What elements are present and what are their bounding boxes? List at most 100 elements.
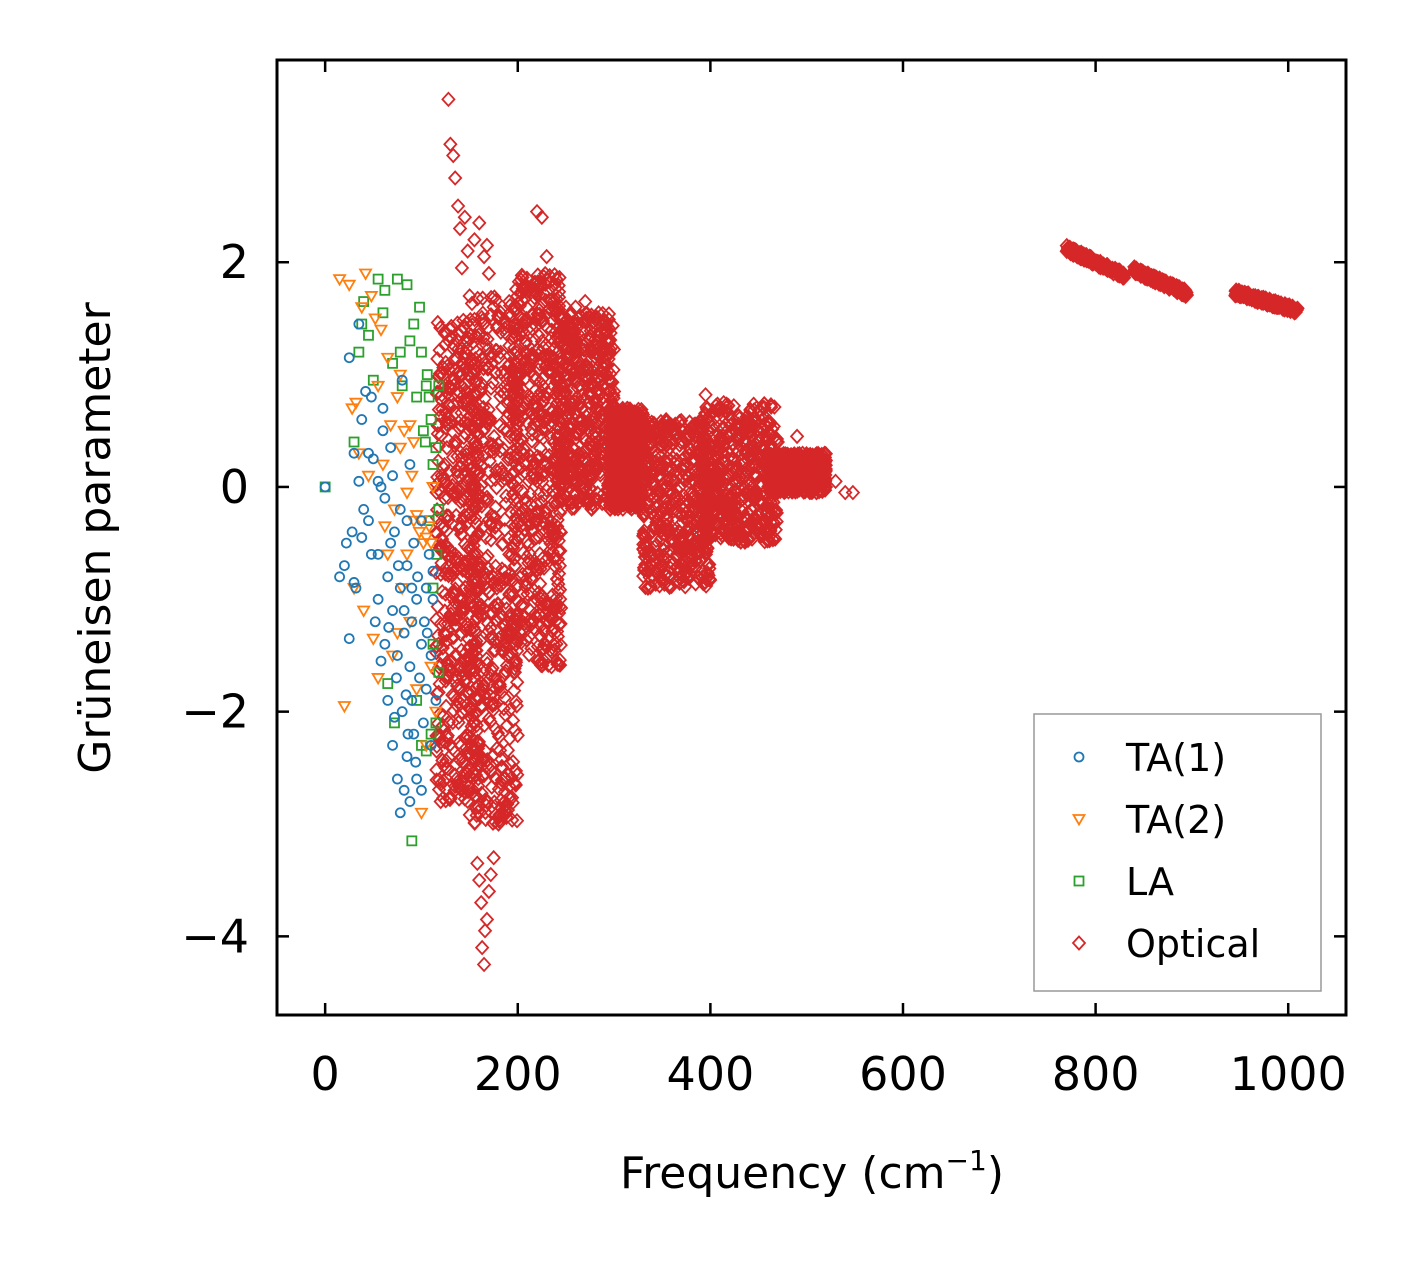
optical-point [579,491,594,508]
optical-point [702,491,717,507]
optical-point [669,549,684,565]
optical-point [478,529,494,546]
optical-point [494,758,510,775]
optical-point [507,558,522,574]
optical-point [513,597,529,614]
legend-marker-ta-2 [1071,814,1087,827]
optical-point [659,414,674,431]
optical-point [485,695,500,712]
optical-point [506,619,521,636]
optical-point [549,396,564,412]
optical-point [465,574,481,590]
optical-point [459,593,474,610]
optical-point [529,473,545,489]
optical-point [534,408,549,424]
ticks-layer: 0 200 400 600 800 1000−4−202 [181,60,1347,1101]
ta-2-point [337,701,352,714]
optical-point [452,220,468,237]
optical-point [478,804,493,821]
optical-point [483,757,498,774]
optical-point [507,339,522,356]
optical-point [1278,298,1293,315]
ta-1-point [369,616,381,628]
optical-point [675,553,690,570]
optical-point [437,615,452,632]
optical-point [535,430,551,447]
ta-2-point [424,538,439,551]
optical-point [538,447,553,463]
ta-1-point [425,650,437,661]
ta-1-point [346,526,358,538]
optical-point [440,357,456,374]
optical-point [646,490,662,506]
optical-point [563,495,578,511]
ta-1-point [343,352,355,364]
optical-point [455,562,470,578]
optical-point [545,623,560,640]
optical-point [437,509,453,526]
optical-point [562,362,578,379]
optical-point [687,533,702,550]
ta-1-point [416,638,427,650]
optical-point [500,742,516,759]
optical-point [636,559,652,576]
optical-point [453,695,468,712]
optical-point [534,277,549,293]
optical-point [508,517,523,534]
optical-point [489,462,504,479]
optical-point [817,445,832,462]
ta-2-point [375,459,390,472]
ta-1-point [383,621,395,633]
optical-point [472,347,488,363]
optical-point [508,693,524,710]
ta-1-point [363,447,374,459]
optical-point [723,503,739,520]
optical-point [479,911,495,928]
optical-point [715,433,731,450]
optical-point [438,759,453,776]
optical-point [524,470,539,486]
optical-point [501,470,517,486]
optical-point [543,596,558,613]
ta-1-point [394,504,406,515]
ta-1-point [353,318,365,330]
la-point [419,436,431,448]
optical-point [475,600,491,617]
optical-point [577,419,592,435]
optical-point [508,777,524,793]
optical-point [765,517,781,533]
la-point [430,442,442,454]
optical-point [716,394,731,411]
optical-point [608,436,623,453]
optical-point [613,476,628,493]
optical-point [778,454,793,471]
la-point [425,728,437,740]
optical-point [444,414,460,430]
optical-point [491,310,506,327]
optical-point [477,686,492,703]
optical-point [734,527,749,544]
ta-1-point [401,751,413,762]
optical-point [558,340,573,357]
ta-1-point [365,548,377,560]
optical-point [438,792,453,809]
optical-point [486,642,502,659]
optical-point [470,690,486,707]
ta-2-point [422,521,437,534]
optical-point [433,530,449,547]
optical-point [456,396,471,412]
optical-point [638,579,653,596]
ta-2-point [380,352,395,366]
optical-point [472,600,488,616]
optical-point [1231,286,1247,303]
optical-point [468,414,483,431]
optical-point [497,690,512,706]
optical-point [429,638,444,655]
optical-point [465,418,480,435]
optical-point [476,330,491,346]
optical-point [499,488,514,504]
optical-point [510,288,525,304]
legend-frame [1033,713,1322,992]
optical-point [532,374,548,390]
optical-point [668,487,684,503]
